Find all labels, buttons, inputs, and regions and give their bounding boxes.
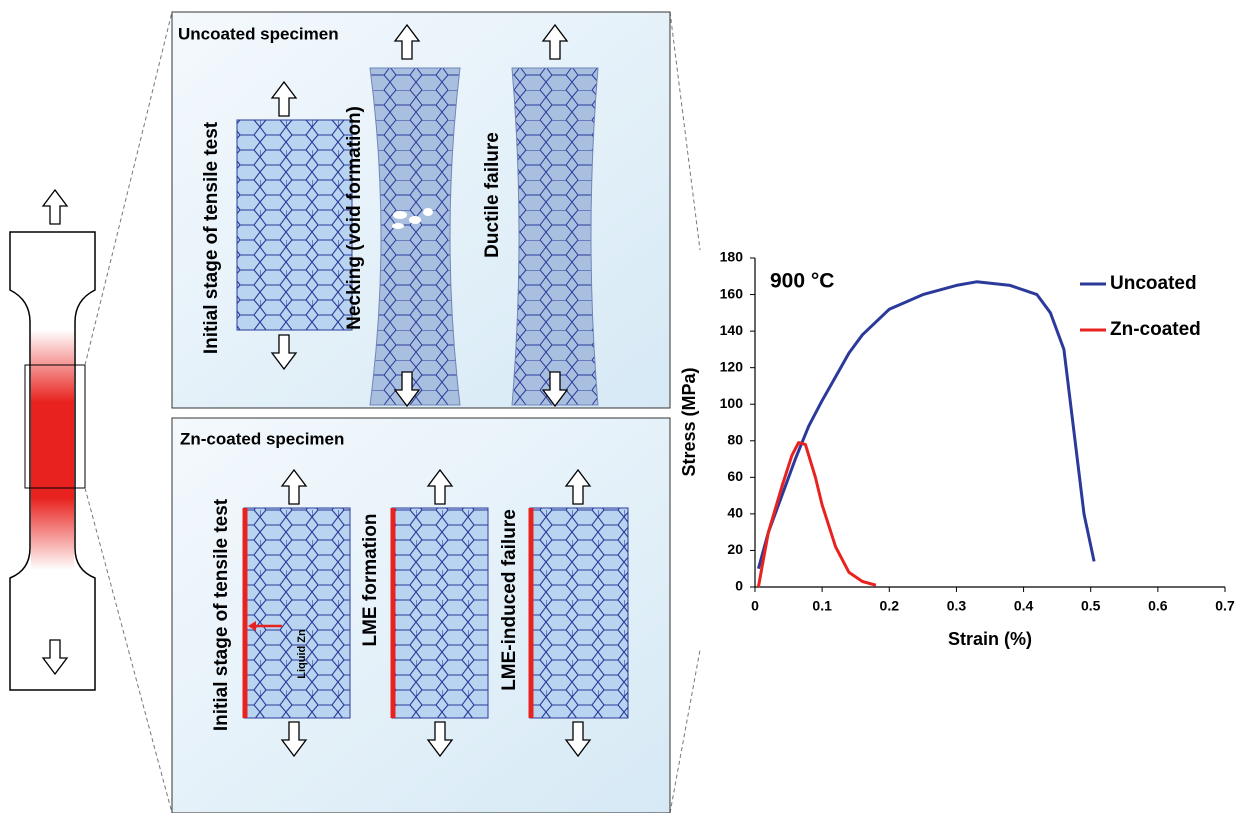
load-arrow [393, 23, 421, 60]
load-arrow [41, 639, 69, 676]
zoom-line [669, 649, 701, 813]
voids [392, 208, 433, 229]
panel-title: Uncoated specimen [178, 24, 339, 43]
x-tick-label: 0.3 [947, 598, 967, 614]
y-tick-label: 120 [720, 358, 744, 374]
grain-block [529, 507, 629, 719]
load-arrow [541, 371, 569, 408]
grain-block [243, 507, 351, 719]
void [393, 211, 407, 219]
load-arrow [541, 23, 569, 60]
zn-layers [242, 508, 534, 718]
stage-label: Initial stage of tensile test [211, 498, 232, 731]
void [409, 216, 421, 224]
stage-label: Necking (void formation) [344, 106, 365, 330]
legend-label: Zn-coated [1110, 319, 1201, 340]
load-arrow [426, 721, 454, 758]
liquid-arrowhead [248, 621, 256, 631]
data-line [756, 280, 1096, 570]
void [423, 208, 433, 216]
x-axis-label: Strain (%) [948, 629, 1032, 649]
legend-label: Uncoated [1110, 273, 1197, 294]
grain-block [391, 507, 489, 719]
stage-label: Initial stage of tensile test [201, 121, 222, 354]
zoom-line [669, 11, 701, 251]
zoom-line [84, 11, 173, 366]
data-line [756, 441, 877, 588]
load-arrow [270, 80, 298, 117]
load-arrow [41, 188, 69, 225]
load-arrow [564, 468, 592, 505]
zoom-box [24, 364, 86, 489]
stage-label: LME-induced failure [499, 509, 520, 691]
stage-label: LME formation [360, 514, 381, 647]
x-tick-label: 0.1 [812, 598, 832, 614]
stage-label: Ductile failure [482, 132, 503, 258]
grain-block [236, 119, 353, 331]
y-tick-label: 60 [727, 468, 743, 484]
x-tick-label: 0.7 [1215, 598, 1235, 614]
necking-block [369, 67, 461, 406]
x-tick-label: 0.5 [1081, 598, 1101, 614]
load-arrow [280, 721, 308, 758]
load-arrow [564, 721, 592, 758]
y-tick-label: 160 [720, 285, 744, 301]
load-arrow [280, 468, 308, 505]
void [392, 223, 404, 229]
y-tick-label: 40 [727, 505, 743, 521]
y-tick-label: 180 [720, 249, 744, 265]
y-tick-label: 0 [735, 578, 743, 594]
y-tick-label: 80 [727, 431, 743, 447]
load-arrow [270, 334, 298, 371]
ductile-block [511, 67, 599, 406]
x-tick-label: 0.6 [1148, 598, 1168, 614]
annotation: 900 °C [770, 270, 834, 293]
y-tick-label: 100 [720, 395, 744, 411]
zoom-line [84, 487, 173, 813]
liquid-label: Liquid Zn [296, 629, 308, 679]
y-tick-label: 140 [720, 322, 744, 338]
y-axis-label: Stress (MPa) [679, 367, 699, 476]
y-tick-label: 20 [727, 541, 743, 557]
load-arrow [426, 468, 454, 505]
panel-title: Zn-coated specimen [180, 429, 344, 448]
x-tick-label: 0 [751, 598, 759, 614]
load-arrow [393, 371, 421, 408]
heated-zone [31, 330, 74, 570]
zoom-lines [84, 11, 701, 813]
x-tick-label: 0.2 [880, 598, 900, 614]
x-tick-label: 0.4 [1014, 598, 1034, 614]
